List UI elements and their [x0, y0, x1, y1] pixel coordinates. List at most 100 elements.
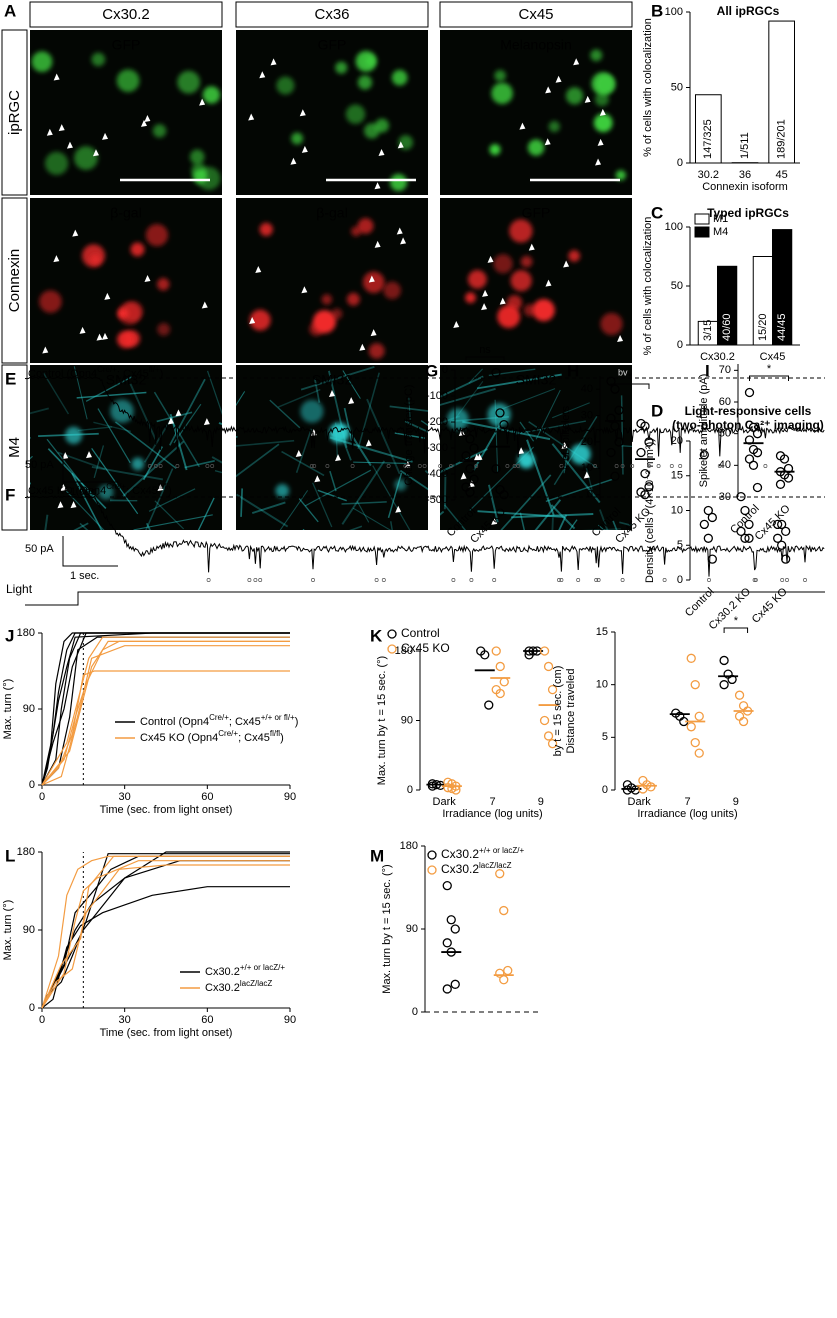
y-tick-label: 0 — [602, 784, 608, 796]
data-point — [450, 924, 460, 934]
x-tick-label: 9 — [733, 796, 739, 808]
spikelet-marker — [753, 578, 758, 582]
data-point — [740, 505, 750, 516]
arrowhead — [491, 517, 498, 525]
arrowhead — [290, 157, 297, 165]
spikelet-marker — [309, 464, 314, 468]
spikelet-marker — [206, 578, 211, 582]
cell-body — [130, 242, 145, 257]
arrowhead — [328, 390, 335, 398]
spikelet-marker — [175, 464, 180, 468]
neurite — [66, 490, 105, 530]
column-title: Cx36 — [314, 6, 349, 23]
spikelet-marker — [785, 578, 789, 582]
neurite — [114, 421, 177, 470]
x-tick-label: 90 — [284, 1014, 296, 1026]
arrowhead — [62, 452, 69, 460]
channel-label: SMI32 — [516, 372, 557, 388]
data-point — [465, 434, 475, 444]
text-part: Cx30.2 — [441, 862, 479, 876]
y-axis-label: % of cells with colocalization — [642, 217, 654, 356]
arrowhead — [595, 158, 602, 166]
arrowhead — [482, 289, 489, 297]
text-part: ) — [168, 485, 172, 497]
cell-body — [157, 278, 170, 291]
spikelet-marker — [258, 578, 263, 582]
arrowhead — [544, 138, 551, 146]
arrowhead — [348, 397, 355, 405]
spikelet-marker — [647, 464, 651, 468]
value-label: 44/45 — [776, 313, 788, 341]
data-point — [779, 454, 790, 464]
neurite — [317, 489, 347, 502]
bar — [772, 229, 793, 346]
cell-body — [357, 218, 374, 234]
legend-swatch — [694, 226, 710, 238]
arrowhead — [374, 240, 381, 248]
panel-letter: M — [370, 846, 384, 865]
cell-body — [570, 444, 591, 465]
channel-label: SMI32 — [312, 372, 353, 388]
neurite — [389, 405, 428, 412]
bar — [695, 94, 722, 164]
spikelet-marker — [596, 578, 601, 582]
current-trace — [24, 376, 825, 458]
neurite — [408, 397, 411, 420]
neurite — [545, 478, 613, 503]
data-point — [495, 968, 505, 978]
micrograph — [30, 365, 222, 530]
legend-label: Cx45 KO — [401, 641, 450, 655]
x-tick-label: 30.2 — [698, 169, 719, 181]
legend-marker — [427, 865, 437, 875]
cell-body — [467, 269, 487, 289]
neurite — [598, 509, 609, 530]
x-tick-label: 60 — [201, 1014, 213, 1026]
text-part: Cre/+ — [218, 729, 238, 738]
arrowhead — [255, 265, 262, 273]
neurite — [349, 525, 363, 530]
data-point — [640, 421, 650, 431]
y-axis-label: Distance traveled — [565, 669, 577, 754]
arrowhead — [199, 98, 206, 106]
arrowhead — [79, 326, 86, 334]
cell-body — [110, 399, 134, 423]
cell-body — [345, 104, 366, 124]
curve — [41, 640, 290, 786]
neurite — [487, 484, 499, 523]
neurite — [73, 522, 89, 530]
neurite — [304, 469, 372, 507]
text-part: Cx45 KO (Opn4 — [140, 732, 218, 744]
micrograph — [30, 30, 222, 195]
neurite — [477, 510, 566, 518]
column-title: Cx30.2 — [102, 6, 150, 23]
spikelet-marker — [350, 464, 355, 468]
significance-label: ns — [479, 344, 491, 356]
light-step — [25, 591, 825, 606]
neurite — [534, 499, 562, 530]
neurite — [302, 528, 305, 530]
y-axis-label: by t = 15 sec. (cm) — [552, 666, 564, 757]
y-tick-label: 5 — [602, 731, 608, 743]
panel-letter: G — [425, 361, 438, 380]
data-point — [740, 533, 750, 543]
cell-body — [312, 310, 337, 334]
y-tick-label: 50 — [719, 428, 731, 440]
neurite — [281, 450, 325, 477]
arrowhead — [295, 449, 302, 457]
data-point — [495, 408, 505, 418]
y-tick-label: 30 — [581, 409, 593, 421]
arrowhead — [46, 128, 53, 136]
cell-body — [375, 118, 389, 133]
y-tick-label: 40 — [719, 459, 731, 471]
cell-body — [90, 254, 101, 265]
scale-bar — [62, 452, 118, 483]
trace-label: Control (Opn4Cre/+; Cx45fl/+) — [28, 365, 163, 380]
cell-body — [491, 82, 513, 105]
text-part: ; Cx45 — [229, 716, 261, 728]
data-point — [752, 482, 763, 493]
cell-body — [191, 162, 207, 178]
arrowhead — [53, 255, 60, 263]
data-point — [744, 387, 755, 398]
y-tick-label: 90 — [23, 924, 35, 936]
data-point — [499, 975, 509, 985]
